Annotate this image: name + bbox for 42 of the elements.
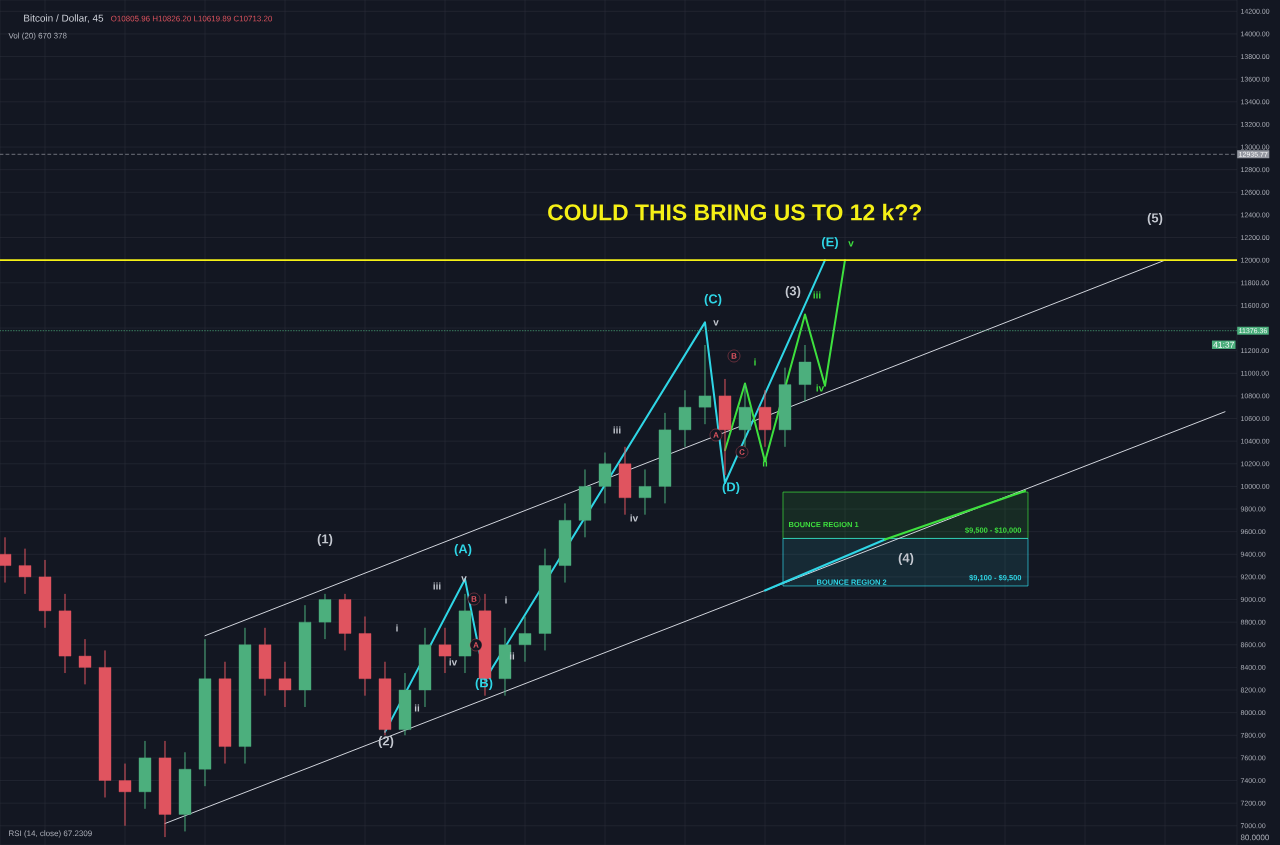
text: Bitcoin / Dollar, 45	[24, 14, 104, 23]
candlestick	[0, 536, 12, 584]
annotation: (1)	[317, 533, 333, 547]
annotation: (B)	[475, 677, 493, 691]
candlestick	[738, 384, 752, 448]
candlestick	[638, 468, 652, 516]
annotation: i	[396, 624, 398, 632]
annotation: ii	[414, 704, 420, 712]
candlestick	[118, 763, 132, 827]
annotation: iv	[816, 384, 825, 392]
annotation: i	[505, 596, 507, 604]
annotation: (3)	[785, 285, 801, 299]
annotation: iv	[449, 658, 458, 666]
candlestick	[758, 389, 772, 448]
candlestick	[698, 344, 712, 425]
annotation: (E)	[821, 236, 838, 250]
annotation: (C)	[704, 293, 722, 307]
annotation: 41:37	[1213, 341, 1234, 348]
text: COULD THIS BRING US TO 12 k??	[548, 203, 921, 221]
annotation: v	[713, 320, 719, 326]
candlestick	[18, 548, 32, 595]
candlestick	[278, 661, 292, 708]
candlestick	[798, 344, 812, 403]
candlestick	[678, 389, 692, 448]
annotation: iii	[813, 291, 821, 299]
annotation: iii	[613, 426, 621, 434]
candlestick	[78, 638, 92, 685]
annotation: (2)	[378, 735, 394, 749]
annotation: i	[754, 358, 756, 366]
annotation: (D)	[722, 481, 740, 495]
annotation: v	[848, 241, 854, 247]
candlestick	[518, 616, 532, 663]
annotation: (5)	[1147, 212, 1163, 226]
annotation: (A)	[454, 543, 472, 557]
annotation: iv	[630, 514, 639, 522]
annotation: (4)	[898, 552, 914, 566]
annotation: ii	[762, 459, 768, 467]
annotation: v	[461, 576, 467, 582]
annotation: ii	[509, 652, 515, 660]
annotation: iii	[433, 582, 441, 590]
candlestick	[598, 451, 612, 504]
candlestick	[318, 593, 332, 640]
